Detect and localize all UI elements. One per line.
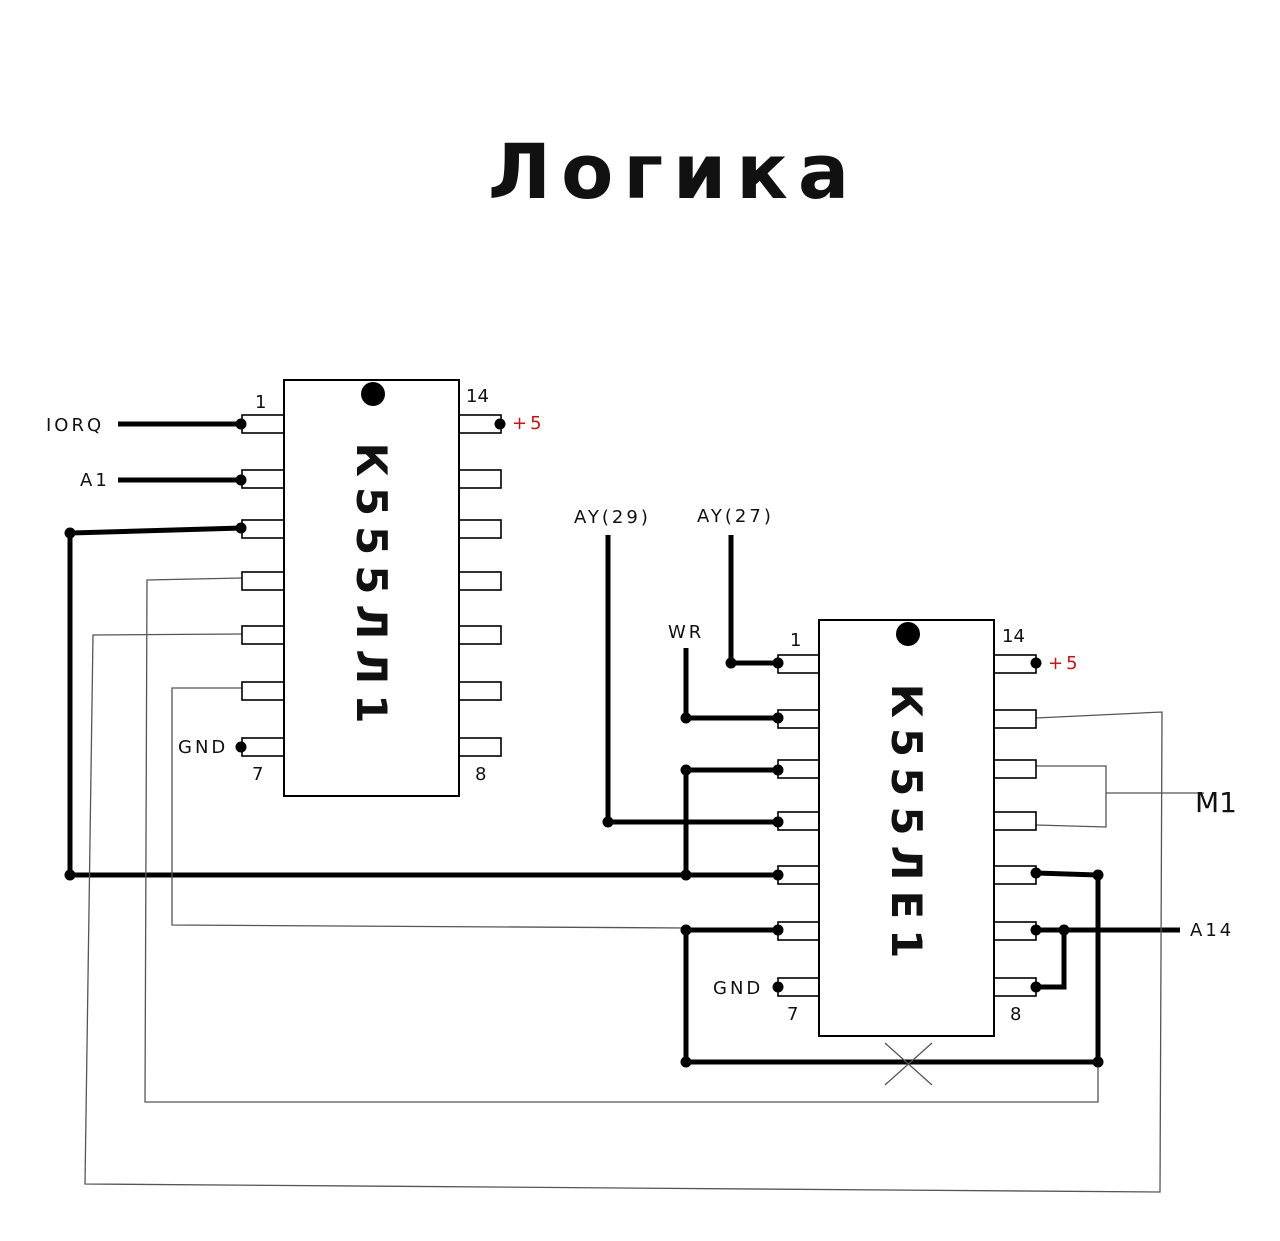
chip1-key-dot <box>361 382 385 406</box>
chip1-pin-7 <box>241 737 285 757</box>
signal-ay27: AY(27) <box>697 506 774 527</box>
chip1-pin-2 <box>241 469 285 489</box>
chip2-pin-14 <box>993 654 1037 674</box>
signal-wr: WR <box>668 622 704 643</box>
signal-a14: A14 <box>1190 920 1234 941</box>
signal-m1: M1 <box>1195 786 1237 819</box>
chip1-pin-13 <box>458 469 502 489</box>
chip1-pin-6 <box>241 681 285 701</box>
chip2-pin-6 <box>777 921 821 941</box>
chip2-pin-10 <box>993 865 1037 885</box>
signal-plus5-chip1: +5 <box>512 413 545 434</box>
chip1-pin-12 <box>458 519 502 539</box>
chip2-pin-8-number: 8 <box>1010 1004 1021 1025</box>
chip1-pin-9 <box>458 681 502 701</box>
chip1-pin-3 <box>241 519 285 539</box>
chip-k555le1: К555ЛЕ1 <box>777 619 1037 1037</box>
chip2-pin-9 <box>993 921 1037 941</box>
chip2-pin-8 <box>993 977 1037 997</box>
chip2-pin-7-number: 7 <box>787 1004 798 1025</box>
chip1-pin-14-number: 14 <box>466 386 489 407</box>
chip2-key-dot <box>896 622 920 646</box>
chip2-pin-12 <box>993 759 1037 779</box>
chip1-label: К555ЛЛ1 <box>347 443 396 734</box>
chip1-pin-8-number: 8 <box>475 764 486 785</box>
chip1-body <box>283 379 460 797</box>
chip1-pin-7-number: 7 <box>252 764 263 785</box>
signal-ay29: AY(29) <box>574 507 651 528</box>
chip2-body <box>818 619 995 1037</box>
chip1-pin-5 <box>241 625 285 645</box>
chip1-pin-1 <box>241 414 285 434</box>
chip2-pin-1-number: 1 <box>790 630 801 651</box>
signal-plus5-chip2: +5 <box>1048 653 1081 674</box>
thin-wires <box>84 577 1204 1193</box>
chip2-label: К555ЛЕ1 <box>882 684 931 969</box>
chip2-pin-3 <box>777 759 821 779</box>
chip1-pin-4 <box>241 571 285 591</box>
chip1-pin-10 <box>458 625 502 645</box>
chip1-pin-11 <box>458 571 502 591</box>
signal-a1: A1 <box>80 470 110 491</box>
chip1-pin-1-number: 1 <box>255 392 266 413</box>
chip2-pin-4 <box>777 811 821 831</box>
signal-gnd-chip2: GND <box>713 978 763 999</box>
chip2-pin-14-number: 14 <box>1002 626 1025 647</box>
chip2-pin-11 <box>993 811 1037 831</box>
chip-k555ll1: К555ЛЛ1 <box>241 379 502 797</box>
chip2-pin-7 <box>777 977 821 997</box>
signal-gnd-chip1: GND <box>178 737 228 758</box>
chip2-pin-13 <box>993 709 1037 729</box>
chip2-pin-5 <box>777 865 821 885</box>
chip2-pin-2 <box>777 709 821 729</box>
page-title: Логика <box>488 127 859 216</box>
chip1-pin-8 <box>458 737 502 757</box>
signal-iorq: IORQ <box>46 415 104 436</box>
chip2-pin-1 <box>777 654 821 674</box>
junction-dots <box>64 418 1104 1068</box>
